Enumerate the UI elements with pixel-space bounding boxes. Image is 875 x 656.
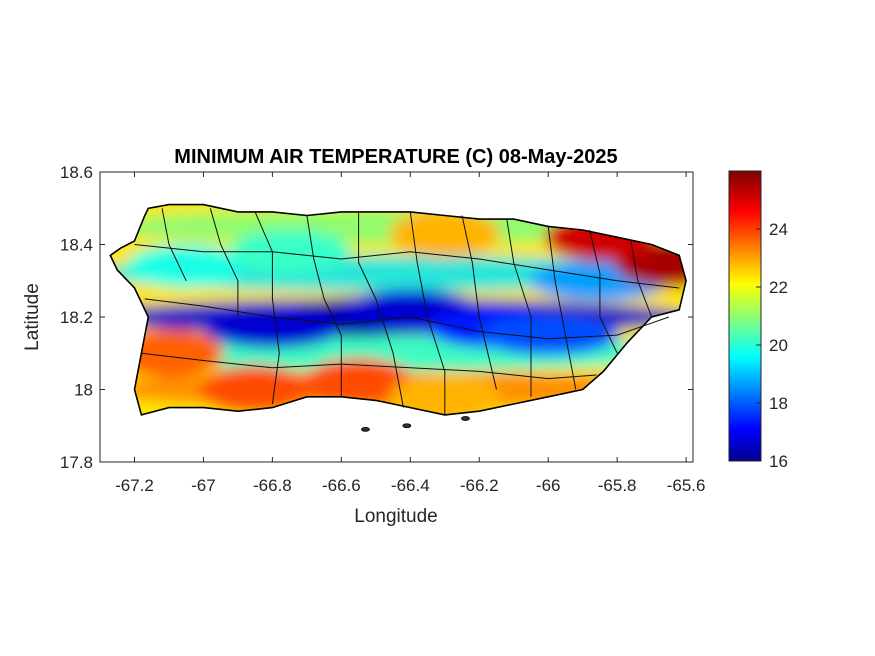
temperature-feature-warm xyxy=(200,365,311,414)
chart-title: MINIMUM AIR TEMPERATURE (C) 08-May-2025 xyxy=(174,146,617,168)
x-tick-label: -66.6 xyxy=(322,476,361,495)
islet xyxy=(461,416,470,421)
municipal-boundary xyxy=(461,215,497,390)
municipal-boundary xyxy=(141,352,597,380)
y-axis-label: Latitude xyxy=(22,283,43,351)
x-tick-label: -67 xyxy=(191,476,216,495)
municipal-boundary xyxy=(144,298,670,340)
temperature-feature-cool xyxy=(229,229,350,274)
colorbar-ticks: 16 18 20 22 24 xyxy=(756,220,788,471)
temperature-feature-cool xyxy=(126,244,247,289)
x-tick-label: -65.8 xyxy=(598,476,637,495)
y-tick-label: 18 xyxy=(74,381,93,400)
colorbar-tick-label: 16 xyxy=(769,452,788,471)
municipal-boundary xyxy=(630,240,653,318)
colorbar-tick-label: 24 xyxy=(769,220,788,239)
islet xyxy=(361,426,370,432)
colorbar-tick-label: 20 xyxy=(769,336,788,355)
municipal-boundary xyxy=(306,215,342,397)
colorbar-tick-label: 22 xyxy=(769,278,788,297)
y-tick-label: 18.4 xyxy=(60,236,93,255)
y-tick-label: 18.2 xyxy=(60,308,93,327)
x-tick-label: -66.2 xyxy=(460,476,499,495)
y-tick-label: 18.6 xyxy=(60,163,93,182)
x-tick-label: -66 xyxy=(536,476,561,495)
colorbar-tick-label: 18 xyxy=(769,394,788,413)
y-axis: 17.8 18 18.2 18.4 18.6 xyxy=(60,163,693,472)
municipal-boundaries xyxy=(134,208,680,432)
temperature-feature-warm xyxy=(389,209,500,258)
islet xyxy=(402,423,412,429)
colorbar: 16 18 20 22 24 xyxy=(728,170,788,471)
island-coastline xyxy=(109,203,687,416)
municipal-boundary xyxy=(134,244,680,289)
municipal-boundary xyxy=(254,211,280,405)
temperature-feature-warm xyxy=(303,358,414,407)
coastline xyxy=(109,203,687,416)
x-tick-label: -66.4 xyxy=(391,476,430,495)
municipal-boundary xyxy=(209,208,239,317)
x-axis: -67.2 -67 -66.8 -66.6 -66.4 -66.2 -66 -65.8 -65.… xyxy=(115,172,705,495)
colorbar-gradient xyxy=(728,170,762,462)
x-tick-label: -66.8 xyxy=(253,476,292,495)
y-tick-label: 17.8 xyxy=(60,453,93,472)
x-tick-label: -65.6 xyxy=(667,476,706,495)
x-tick-label: -67.2 xyxy=(115,476,154,495)
municipal-boundary xyxy=(358,211,404,408)
municipal-boundary xyxy=(409,211,446,415)
temperature-map xyxy=(109,203,687,432)
municipal-boundary xyxy=(161,208,187,282)
temperature-feature-cold xyxy=(202,307,343,348)
municipal-boundary xyxy=(547,226,577,390)
municipal-boundary xyxy=(506,219,532,397)
x-axis-label: Longitude xyxy=(354,506,437,527)
temperature-feature-cold xyxy=(478,315,619,356)
